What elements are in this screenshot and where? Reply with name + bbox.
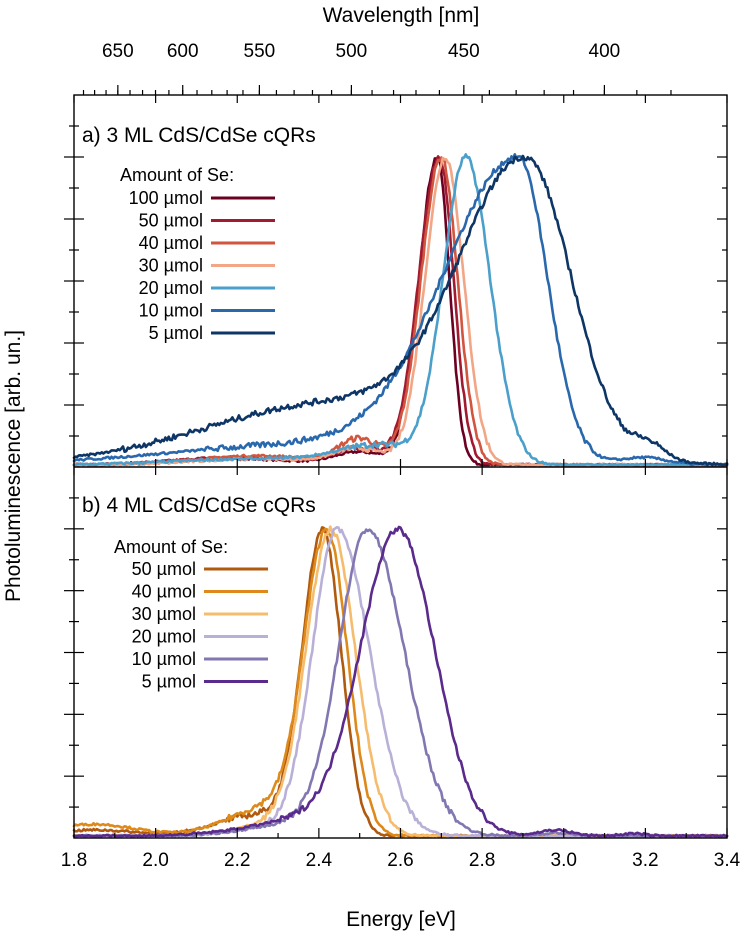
- x-tick-label: 2.4: [306, 850, 333, 871]
- panel-a-title: a) 3 ML CdS/CdSe cQRs: [82, 124, 316, 147]
- legend-label-a-5: 10 µmol: [139, 301, 203, 321]
- series-line-b-5: [72, 525, 729, 838]
- x-tick-label: 3.0: [551, 850, 577, 871]
- top-tick-label: 500: [336, 41, 368, 62]
- legend-label-b-1: 40 µmol: [132, 582, 196, 602]
- top-tick-label: 650: [102, 41, 134, 62]
- top-axis-title: Wavelength [nm]: [323, 4, 480, 27]
- series-line-a-4: [72, 153, 729, 467]
- legend-label-a-3: 30 µmol: [139, 256, 203, 276]
- top-tick-label: 600: [167, 41, 199, 62]
- plot-layer: [72, 153, 729, 838]
- x-tick-label: 3.4: [714, 850, 741, 871]
- legend-label-a-4: 20 µmol: [139, 278, 203, 298]
- legend-label-b-2: 30 µmol: [132, 604, 196, 624]
- series-line-a-6: [72, 154, 729, 467]
- panel-b-title: b) 4 ML CdS/CdSe cQRs: [82, 494, 316, 517]
- x-tick-label: 2.6: [387, 850, 413, 871]
- x-axis-title: Energy [eV]: [346, 908, 456, 931]
- top-tick-label: 450: [448, 41, 480, 62]
- x-tick-label: 2.0: [142, 850, 168, 871]
- top-tick-label: 550: [244, 41, 276, 62]
- x-tick-label: 3.2: [632, 850, 658, 871]
- legend-label-a-1: 50 µmol: [139, 211, 203, 231]
- legend-a-title: Amount of Se:: [120, 165, 234, 185]
- legend-label-b-5: 5 µmol: [142, 672, 196, 692]
- axes-layer: 1.8 2.0 2.2 2.4 2.6 2.8 3.0 3.2 3.4 650 600 550 500 4…: [61, 41, 741, 871]
- legend-label-a-6: 5 µmol: [149, 323, 203, 343]
- legend-label-b-3: 20 µmol: [132, 627, 196, 647]
- legend-label-a-2: 40 µmol: [139, 233, 203, 253]
- legend-b-title: Amount of Se:: [114, 537, 228, 557]
- x-tick-label: 2.2: [224, 850, 250, 871]
- legend-label-a-0: 100 µmol: [129, 188, 203, 208]
- y-axis-title: Photoluminescence [arb. un.]: [2, 330, 25, 602]
- legend-label-b-0: 50 µmol: [132, 559, 196, 579]
- legend-label-b-4: 10 µmol: [132, 649, 196, 669]
- top-tick-label: 400: [589, 41, 621, 62]
- x-tick-label: 2.8: [469, 850, 495, 871]
- x-tick-label: 1.8: [61, 850, 87, 871]
